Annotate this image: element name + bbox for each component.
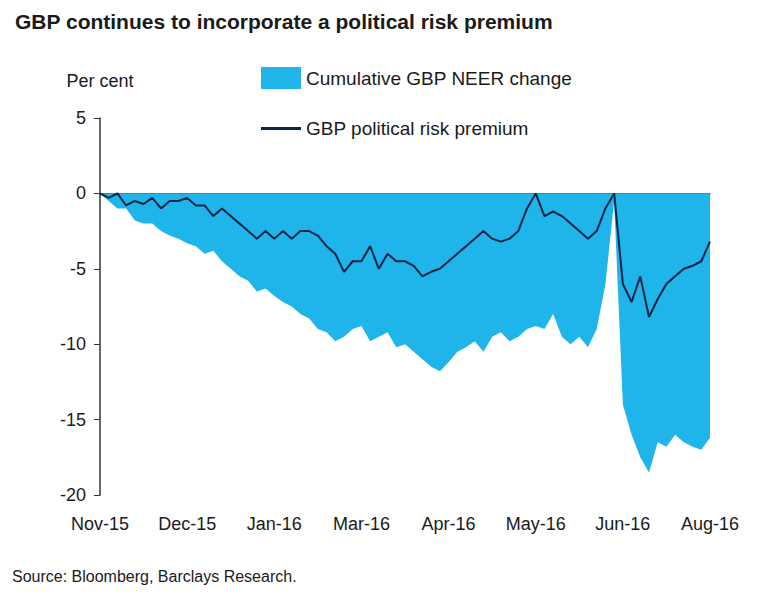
svg-text:-15: -15 — [60, 410, 86, 430]
svg-text:Cumulative GBP NEER change: Cumulative GBP NEER change — [306, 68, 572, 89]
svg-text:0: 0 — [76, 183, 86, 203]
svg-text:Jun-16: Jun-16 — [595, 514, 650, 534]
svg-text:Dec-15: Dec-15 — [158, 514, 216, 534]
svg-text:GBP continues to incorporate a: GBP continues to incorporate a political… — [15, 10, 553, 33]
svg-text:Per cent: Per cent — [66, 71, 133, 91]
svg-text:GBP political risk premium: GBP political risk premium — [306, 118, 528, 139]
svg-text:-20: -20 — [60, 485, 86, 505]
svg-text:May-16: May-16 — [506, 514, 566, 534]
svg-text:Jan-16: Jan-16 — [247, 514, 302, 534]
svg-text:Nov-15: Nov-15 — [71, 514, 129, 534]
svg-text:-5: -5 — [70, 259, 86, 279]
svg-text:Aug-16: Aug-16 — [681, 514, 739, 534]
svg-text:-10: -10 — [60, 334, 86, 354]
svg-text:5: 5 — [76, 108, 86, 128]
svg-text:Mar-16: Mar-16 — [333, 514, 390, 534]
svg-text:Apr-16: Apr-16 — [422, 514, 476, 534]
svg-text:Source: Bloomberg, Barclays Re: Source: Bloomberg, Barclays Research. — [12, 568, 297, 585]
